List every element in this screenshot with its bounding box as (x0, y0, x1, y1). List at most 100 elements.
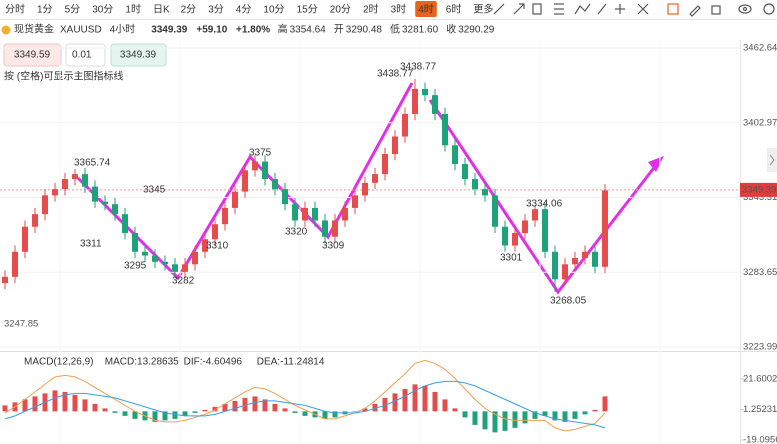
dea-line (4, 380, 606, 429)
stat-value: 3354.64 (290, 25, 327, 36)
candle-body (292, 204, 298, 221)
timeframe[interactable]: 日K (153, 5, 170, 16)
candle-body (372, 174, 378, 183)
qty-box[interactable] (65, 43, 106, 67)
timeframe[interactable]: 1时 (125, 4, 141, 16)
macd-title: MACD(12,26,9) (24, 357, 93, 368)
period: 4小时 (110, 24, 136, 36)
macd-bar (442, 399, 448, 412)
candle-body (232, 191, 238, 208)
expand-button[interactable] (767, 148, 777, 172)
macd-bar (462, 411, 468, 418)
macd-bar (182, 411, 188, 416)
candle-body (42, 195, 48, 215)
macd-bar (112, 411, 118, 413)
sell-price[interactable]: 3349.59 (14, 50, 51, 61)
macd-tick-label: 21.60029 (743, 374, 777, 385)
symbol-icon (1, 25, 11, 35)
timeframe[interactable]: 10分 (263, 4, 284, 16)
arrow-head (648, 156, 664, 172)
y-tick-label: 3402.97 (743, 117, 777, 128)
timeframe[interactable]: 4时 (418, 4, 434, 16)
macd-bar (202, 409, 208, 412)
macd-bar (452, 408, 458, 412)
stat-label: 低 (390, 23, 400, 36)
sell-box[interactable] (3, 43, 62, 67)
price-annotation: 3334.06 (526, 199, 563, 210)
stat-value: 3290.29 (458, 25, 495, 36)
candle-body (452, 145, 458, 165)
candle-body (82, 174, 88, 187)
macd-bar (552, 411, 558, 421)
macd-bar (572, 411, 578, 419)
macd-bar (532, 411, 538, 419)
macd-bar (322, 411, 328, 419)
candle-body (92, 186, 98, 202)
timeframe[interactable]: 分时 (5, 4, 25, 16)
qty[interactable]: 0.01 (72, 50, 92, 61)
timeframe[interactable]: 2分 (181, 4, 197, 16)
timeframe[interactable]: 3时 (391, 4, 407, 16)
symbol-name: 现货黄金 (14, 23, 54, 36)
last-price-tag (740, 182, 777, 197)
trend-lines (76, 82, 662, 295)
timeframe[interactable]: 更多 (473, 3, 493, 16)
macd-bar (2, 405, 8, 412)
price: 3349.39 (151, 25, 188, 36)
candle-body (502, 226, 508, 246)
candle-body (272, 179, 278, 190)
price-annotation: 3282 (172, 276, 195, 287)
candle-body (112, 204, 118, 215)
timeframe[interactable]: 4分 (236, 4, 252, 16)
macd-bar (72, 394, 78, 412)
timeframe[interactable]: 6时 (446, 4, 462, 16)
candle-body (192, 251, 198, 265)
candle-body (72, 174, 78, 180)
timeframe[interactable]: 5分 (65, 4, 81, 16)
macd-bar (302, 411, 308, 416)
timeframe[interactable]: 30分 (92, 4, 113, 16)
toolbar-icons[interactable] (493, 3, 775, 17)
timeframe[interactable]: 2时 (363, 4, 379, 16)
candle-body (382, 154, 388, 175)
timeframe[interactable]: 20分 (330, 4, 351, 16)
price-annotation: 3301 (500, 253, 523, 264)
y-tick-label: 3462.64 (743, 43, 777, 54)
macd-bar (422, 385, 428, 412)
macd-bar (582, 411, 588, 415)
macd-bar (242, 397, 248, 412)
macd-bar (82, 399, 88, 412)
macd-bar (172, 411, 178, 419)
pct: +1.80% (236, 25, 270, 36)
sym-dropdown[interactable] (1, 25, 11, 35)
stat-value: 3281.60 (402, 25, 439, 36)
candle-body (312, 207, 318, 221)
price-annotation: 3365.74 (74, 158, 111, 169)
macd-bar (332, 411, 338, 418)
macd-bar (512, 411, 518, 428)
macd-bar (432, 391, 438, 412)
candle-body (442, 113, 448, 146)
timeframe[interactable]: 3分 (208, 4, 224, 16)
candle-body (422, 88, 428, 96)
stat-label: 高 (278, 23, 288, 36)
macd-bar (132, 411, 138, 419)
timeframe[interactable]: 15分 (297, 4, 318, 16)
dif-value: DIF:-4.60496 (184, 357, 243, 368)
change: +59.10 (196, 25, 227, 36)
timeframe[interactable]: 1分 (37, 4, 53, 16)
candle-body (492, 195, 498, 227)
candle-body (532, 209, 538, 221)
macd-bar (592, 409, 598, 412)
stat-label: 收 (446, 23, 456, 36)
candle-body (602, 190, 608, 267)
stat-label: 开 (334, 25, 344, 36)
macd-bar (382, 397, 388, 412)
macd-bar (482, 411, 488, 430)
candle-body (262, 161, 268, 180)
candle-body (552, 251, 558, 280)
buy-box[interactable] (110, 43, 167, 67)
candle-body (432, 95, 438, 114)
buy-price[interactable]: 3349.39 (120, 50, 157, 61)
